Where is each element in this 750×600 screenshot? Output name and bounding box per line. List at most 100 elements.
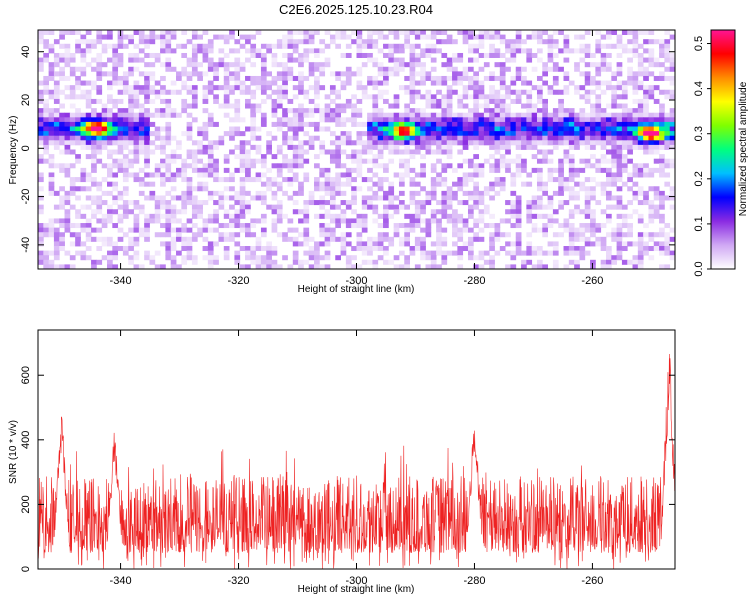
heatmap-cell xyxy=(361,250,368,256)
heatmap-cell xyxy=(393,48,400,54)
heatmap-cell xyxy=(648,204,655,210)
heatmap-cell xyxy=(351,246,357,252)
heatmap-cell xyxy=(329,39,336,45)
heatmap-cell xyxy=(621,232,628,238)
heatmap-cell xyxy=(43,89,50,95)
heatmap-cell xyxy=(191,66,198,72)
heatmap-cell xyxy=(186,103,193,109)
heatmap-cell xyxy=(414,236,421,242)
heatmap-cell xyxy=(414,213,421,219)
heatmap-cell xyxy=(250,144,257,150)
heatmap-cell xyxy=(414,108,421,114)
heatmap-cell xyxy=(563,227,570,233)
heatmap-cell xyxy=(383,144,389,150)
heatmap-cell xyxy=(271,181,278,187)
heatmap-cell xyxy=(510,250,517,256)
heatmap-cell xyxy=(595,39,602,45)
heatmap-cell xyxy=(202,255,209,261)
heatmap-cell xyxy=(207,250,214,256)
heatmap-cell xyxy=(234,39,241,45)
heatmap-cell xyxy=(526,241,533,247)
heatmap-cell xyxy=(245,98,251,104)
heatmap-cell xyxy=(452,57,458,63)
heatmap-cell xyxy=(356,186,363,192)
heatmap-cell xyxy=(536,246,543,252)
heatmap-cell xyxy=(282,71,288,77)
heatmap-cell xyxy=(250,121,257,127)
heatmap-cell xyxy=(191,232,198,238)
heatmap-cell xyxy=(207,144,214,150)
heatmap-cell xyxy=(144,195,150,201)
heatmap-cell xyxy=(372,30,379,35)
heatmap-cell xyxy=(367,246,373,252)
heatmap-cell xyxy=(462,227,469,233)
heatmap-cell xyxy=(324,186,331,192)
heatmap-cell xyxy=(176,89,182,95)
heatmap-cell xyxy=(170,255,177,261)
heatmap-cell xyxy=(245,34,251,40)
heatmap-cell xyxy=(144,227,150,233)
heatmap-cell xyxy=(53,85,60,91)
heatmap-cell xyxy=(494,62,501,68)
heatmap-cell xyxy=(308,140,315,146)
heatmap-cell xyxy=(271,75,278,81)
heatmap-cell xyxy=(165,250,172,256)
heatmap-cell xyxy=(287,30,294,35)
heatmap-cell xyxy=(494,232,501,238)
heatmap-cell xyxy=(595,135,602,141)
heatmap-cell xyxy=(489,223,495,229)
heatmap-cell xyxy=(643,246,649,252)
heatmap-cell xyxy=(552,117,559,123)
heatmap-cell xyxy=(107,30,113,35)
heatmap-cell xyxy=(499,163,506,169)
heatmap-cell xyxy=(133,172,140,178)
heatmap-cell xyxy=(510,223,517,229)
heatmap-cell xyxy=(536,34,543,40)
heatmap-cell xyxy=(107,259,113,265)
heatmap-cell xyxy=(414,52,421,58)
heatmap-cell xyxy=(80,126,87,132)
heatmap-cell xyxy=(398,190,405,196)
heatmap-cell xyxy=(510,75,517,81)
heatmap-cell xyxy=(590,140,596,146)
heatmap-cell xyxy=(43,264,50,269)
heatmap-cell xyxy=(75,236,81,242)
heatmap-cell xyxy=(133,236,140,242)
heatmap-cell xyxy=(149,52,156,58)
heatmap-cell xyxy=(611,204,618,210)
heatmap-cell xyxy=(314,241,320,247)
heatmap-cell xyxy=(59,204,65,210)
heatmap-cell xyxy=(446,186,453,192)
heatmap-cell xyxy=(579,158,586,164)
heatmap-cell xyxy=(664,236,671,242)
heatmap-cell xyxy=(324,255,331,261)
heatmap-cell xyxy=(409,140,416,146)
heatmap-cell xyxy=(377,144,384,150)
heatmap-cell xyxy=(478,89,485,95)
heatmap-cell xyxy=(85,98,92,104)
heatmap-cell xyxy=(616,62,623,68)
heatmap-cell xyxy=(563,154,570,160)
heatmap-cell xyxy=(383,218,389,224)
heatmap-cell xyxy=(239,264,246,269)
heatmap-cell xyxy=(659,172,665,178)
heatmap-cell xyxy=(452,117,458,123)
heatmap-cell xyxy=(473,85,479,91)
heatmap-cell xyxy=(138,57,145,63)
heatmap-cell xyxy=(80,131,87,137)
heatmap-cell xyxy=(494,158,501,164)
heatmap-cell xyxy=(616,246,623,252)
heatmap-cell xyxy=(165,89,172,95)
heatmap-cell xyxy=(260,227,267,233)
heatmap-cell xyxy=(404,117,410,123)
heatmap-cell xyxy=(579,167,586,173)
heatmap-cell xyxy=(213,121,219,127)
heatmap-cell xyxy=(489,98,495,104)
heatmap-cell xyxy=(457,121,464,127)
heatmap-cell xyxy=(213,227,219,233)
heatmap-cell xyxy=(393,66,400,72)
heatmap-cell xyxy=(112,158,119,164)
heatmap-cell xyxy=(186,181,193,187)
heatmap-cell xyxy=(75,250,81,256)
heatmap-cell xyxy=(558,140,564,146)
